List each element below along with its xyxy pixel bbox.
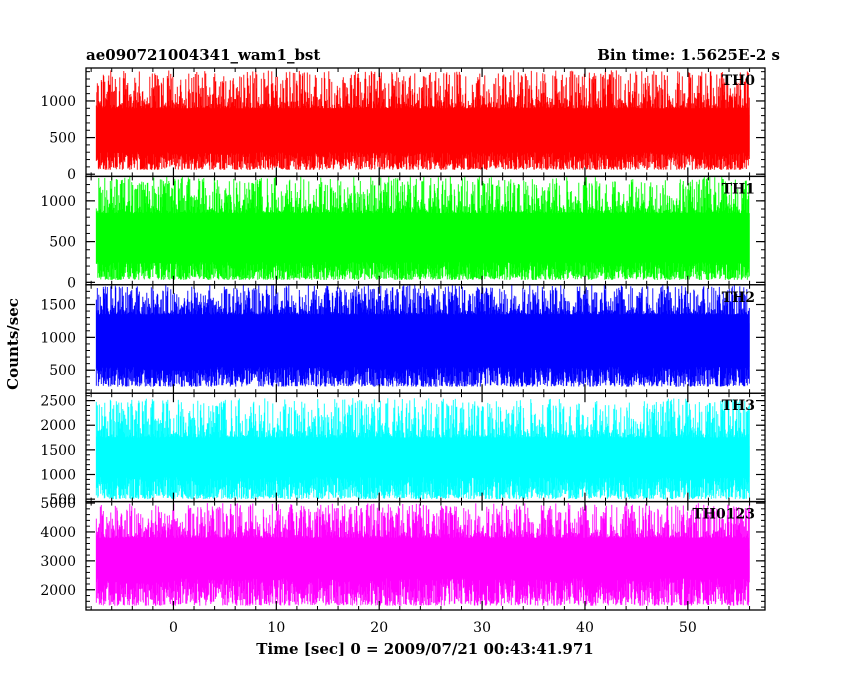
x-tick-label: 40 (576, 620, 594, 636)
y-tick-label: 2000 (40, 418, 76, 434)
panel-th0123: 2000 3000 4000 5000 TH0123 (40, 496, 766, 611)
panel-th3: 500 1000 1500 2000 2500 TH3 (40, 392, 766, 508)
panel-th1: 0 500 1000 TH1 (40, 175, 766, 291)
y-tick-label: 500 (49, 363, 76, 379)
y-tick-label: 3000 (40, 554, 76, 570)
series-core-th0123 (96, 548, 750, 579)
y-tick-label: 1000 (40, 194, 76, 210)
y-tick-label: 1000 (40, 94, 76, 110)
series-core-th3 (96, 446, 750, 477)
y-tick-label: 2000 (40, 583, 76, 599)
panel-label-th0123: TH0123 (692, 507, 755, 523)
y-tick-label: 1000 (40, 330, 76, 346)
panel-label-th0: TH0 (722, 73, 756, 89)
y-tick-label: 1500 (40, 298, 76, 314)
y-tick-label: 1500 (40, 443, 76, 459)
x-tick-label: 30 (473, 620, 491, 636)
panel-label-th1: TH1 (722, 181, 755, 197)
x-tick-label: 10 (267, 620, 285, 636)
panel-th2: 500 1000 1500 TH2 (40, 284, 766, 394)
y-tick-label: 0 (67, 275, 76, 291)
series-core-th0 (96, 114, 750, 153)
y-tick-label: 1000 (40, 468, 76, 484)
panel-label-th3: TH3 (722, 398, 755, 414)
chart-title-left: ae090721004341_wam1_bst (86, 46, 320, 64)
y-tick-label: 5000 (40, 496, 76, 512)
series-core-th2 (96, 323, 750, 367)
series-core-th1 (96, 220, 750, 262)
x-tick-label: 20 (370, 620, 388, 636)
y-tick-label: 500 (49, 235, 76, 251)
y-axis-title: Counts/sec (4, 298, 22, 390)
panel-th0: 0 500 1000 TH0 (40, 67, 766, 183)
x-axis-title: Time [sec] 0 = 2009/07/21 00:43:41.971 (256, 640, 593, 658)
x-tick-label: 0 (169, 620, 178, 636)
y-tick-label: 500 (49, 131, 76, 147)
y-tick-label: 2500 (40, 394, 76, 410)
chart-title-right: Bin time: 1.5625E-2 s (597, 46, 780, 64)
y-tick-label: 500 (49, 492, 76, 508)
y-tick-label: 4000 (40, 525, 76, 541)
y-tick-label: 0 (67, 167, 76, 183)
x-tick-label: 50 (679, 620, 697, 636)
panel-label-th2: TH2 (722, 290, 755, 306)
panel-frame (85, 500, 766, 611)
